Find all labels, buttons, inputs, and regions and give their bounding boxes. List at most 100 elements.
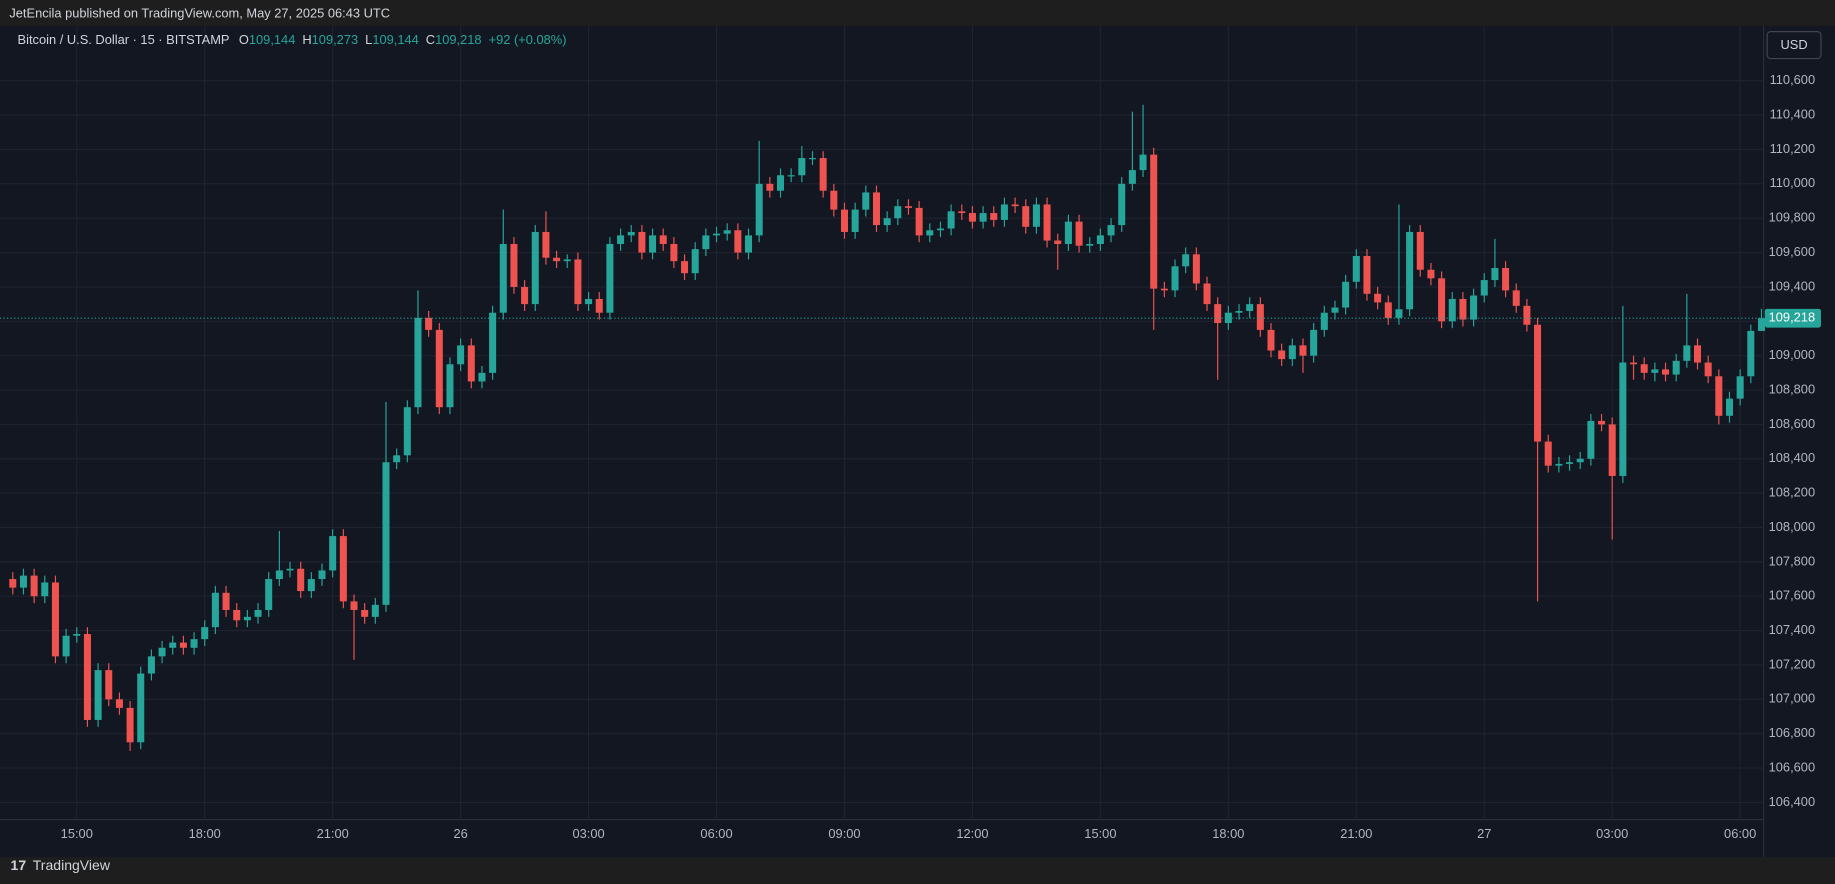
candle-body	[1267, 329, 1275, 351]
candle-body	[1598, 420, 1606, 425]
candle-body	[126, 707, 134, 743]
candle-body	[1139, 154, 1147, 171]
candle-body	[1043, 204, 1051, 241]
candle-body	[915, 207, 923, 236]
candle-body	[840, 209, 848, 232]
candle-body	[1502, 268, 1510, 291]
y-tick-label: 107,600	[1769, 588, 1815, 603]
candle-body	[137, 673, 145, 743]
candle-body	[286, 568, 294, 571]
candle-body	[147, 656, 155, 674]
axes: 106,400 106,600 106,800 107,000 107,200 107,4…	[0, 72, 1821, 841]
candle-body	[1320, 312, 1328, 330]
x-tick-label: 21:00	[317, 826, 349, 841]
candle-body	[1374, 293, 1382, 303]
candle-body	[115, 699, 123, 708]
candle-body	[158, 647, 166, 657]
candle-body	[179, 642, 187, 648]
candle-body	[1566, 462, 1574, 464]
candle-body	[1725, 398, 1734, 416]
candle-body	[531, 231, 539, 305]
candle-body	[83, 634, 91, 720]
candle-body	[414, 317, 422, 408]
x-tick-label: 15:00	[61, 826, 93, 841]
candle-body	[830, 190, 838, 210]
candle-body	[766, 183, 774, 191]
y-tick-label: 110,000	[1770, 175, 1816, 190]
candle-body	[1512, 290, 1520, 306]
candle-body	[563, 259, 571, 262]
candle-body	[521, 286, 529, 305]
currency-button[interactable]	[1766, 31, 1822, 60]
candle-body	[979, 213, 987, 222]
candle-body	[1096, 235, 1104, 244]
candle-body	[499, 243, 507, 313]
y-tick-label: 107,400	[1769, 622, 1815, 637]
candle-body	[1427, 269, 1435, 279]
candle-body	[1747, 330, 1755, 377]
candles	[9, 104, 1765, 751]
y-tick-label: 106,400	[1769, 794, 1815, 809]
candle-body	[755, 183, 763, 236]
candle-body	[1032, 204, 1040, 227]
candle-body	[1128, 170, 1136, 184]
candle-body	[1182, 254, 1190, 267]
candle-body	[819, 158, 827, 191]
candle-body	[1395, 309, 1403, 318]
last-price-label: 109,218	[1769, 310, 1815, 325]
symbol-legend: Bitcoin / U.S. Dollar · 15 · BITSTAMP O10…	[18, 32, 567, 47]
candle-body	[1523, 305, 1531, 325]
candle-body	[1576, 458, 1584, 463]
candle-body	[1310, 329, 1318, 356]
candle-body	[1150, 154, 1158, 289]
candle-body	[1192, 254, 1200, 284]
candle-body	[1704, 362, 1712, 377]
candle-body	[894, 206, 902, 219]
candle-body	[1288, 345, 1296, 360]
candle-body	[275, 570, 283, 580]
candle-body	[1630, 362, 1638, 365]
candle-body	[947, 211, 955, 229]
bottom-bar	[0, 857, 1835, 884]
candle-body	[105, 670, 113, 700]
candle-body	[1640, 364, 1648, 373]
candle-body	[926, 230, 934, 236]
candle-body	[595, 298, 603, 313]
ohlc-value: 109,144	[249, 32, 295, 47]
y-tick-label: 106,600	[1769, 759, 1815, 774]
brand-logo: 17	[11, 857, 27, 873]
candle-body	[318, 570, 326, 580]
candle-body	[1160, 288, 1168, 291]
candle-body	[1555, 463, 1563, 466]
candle-body	[41, 582, 49, 597]
candle-body	[606, 243, 614, 313]
x-tick-label: 12:00	[956, 826, 988, 841]
candle-body	[1086, 243, 1094, 246]
candle-body	[713, 233, 721, 236]
candle-body	[1064, 221, 1072, 244]
candle-body	[1587, 420, 1595, 459]
candle-body	[222, 592, 230, 610]
ohlc-label: H	[302, 32, 311, 47]
candle-body	[691, 249, 699, 274]
currency-label[interactable]: USD	[1780, 37, 1807, 52]
candle-body	[1448, 298, 1456, 322]
y-tick-label: 110,600	[1770, 72, 1816, 87]
candle-body	[862, 192, 870, 210]
candle-body	[851, 209, 859, 232]
candle-body	[1022, 206, 1030, 227]
y-tick-label: 107,200	[1769, 656, 1815, 671]
y-tick-label: 107,000	[1769, 691, 1815, 706]
candle-body	[1619, 362, 1627, 476]
candle-body	[1534, 324, 1542, 442]
ohlc-label: O	[239, 32, 249, 47]
candle-body	[542, 231, 550, 258]
candle-body	[19, 575, 27, 588]
candle-body	[1107, 225, 1115, 236]
candle-body	[1672, 360, 1680, 375]
candle-body	[201, 627, 209, 640]
y-tick-label: 109,600	[1769, 244, 1815, 259]
ohlc-value: 109,144	[372, 32, 418, 47]
candle-body	[798, 158, 806, 176]
